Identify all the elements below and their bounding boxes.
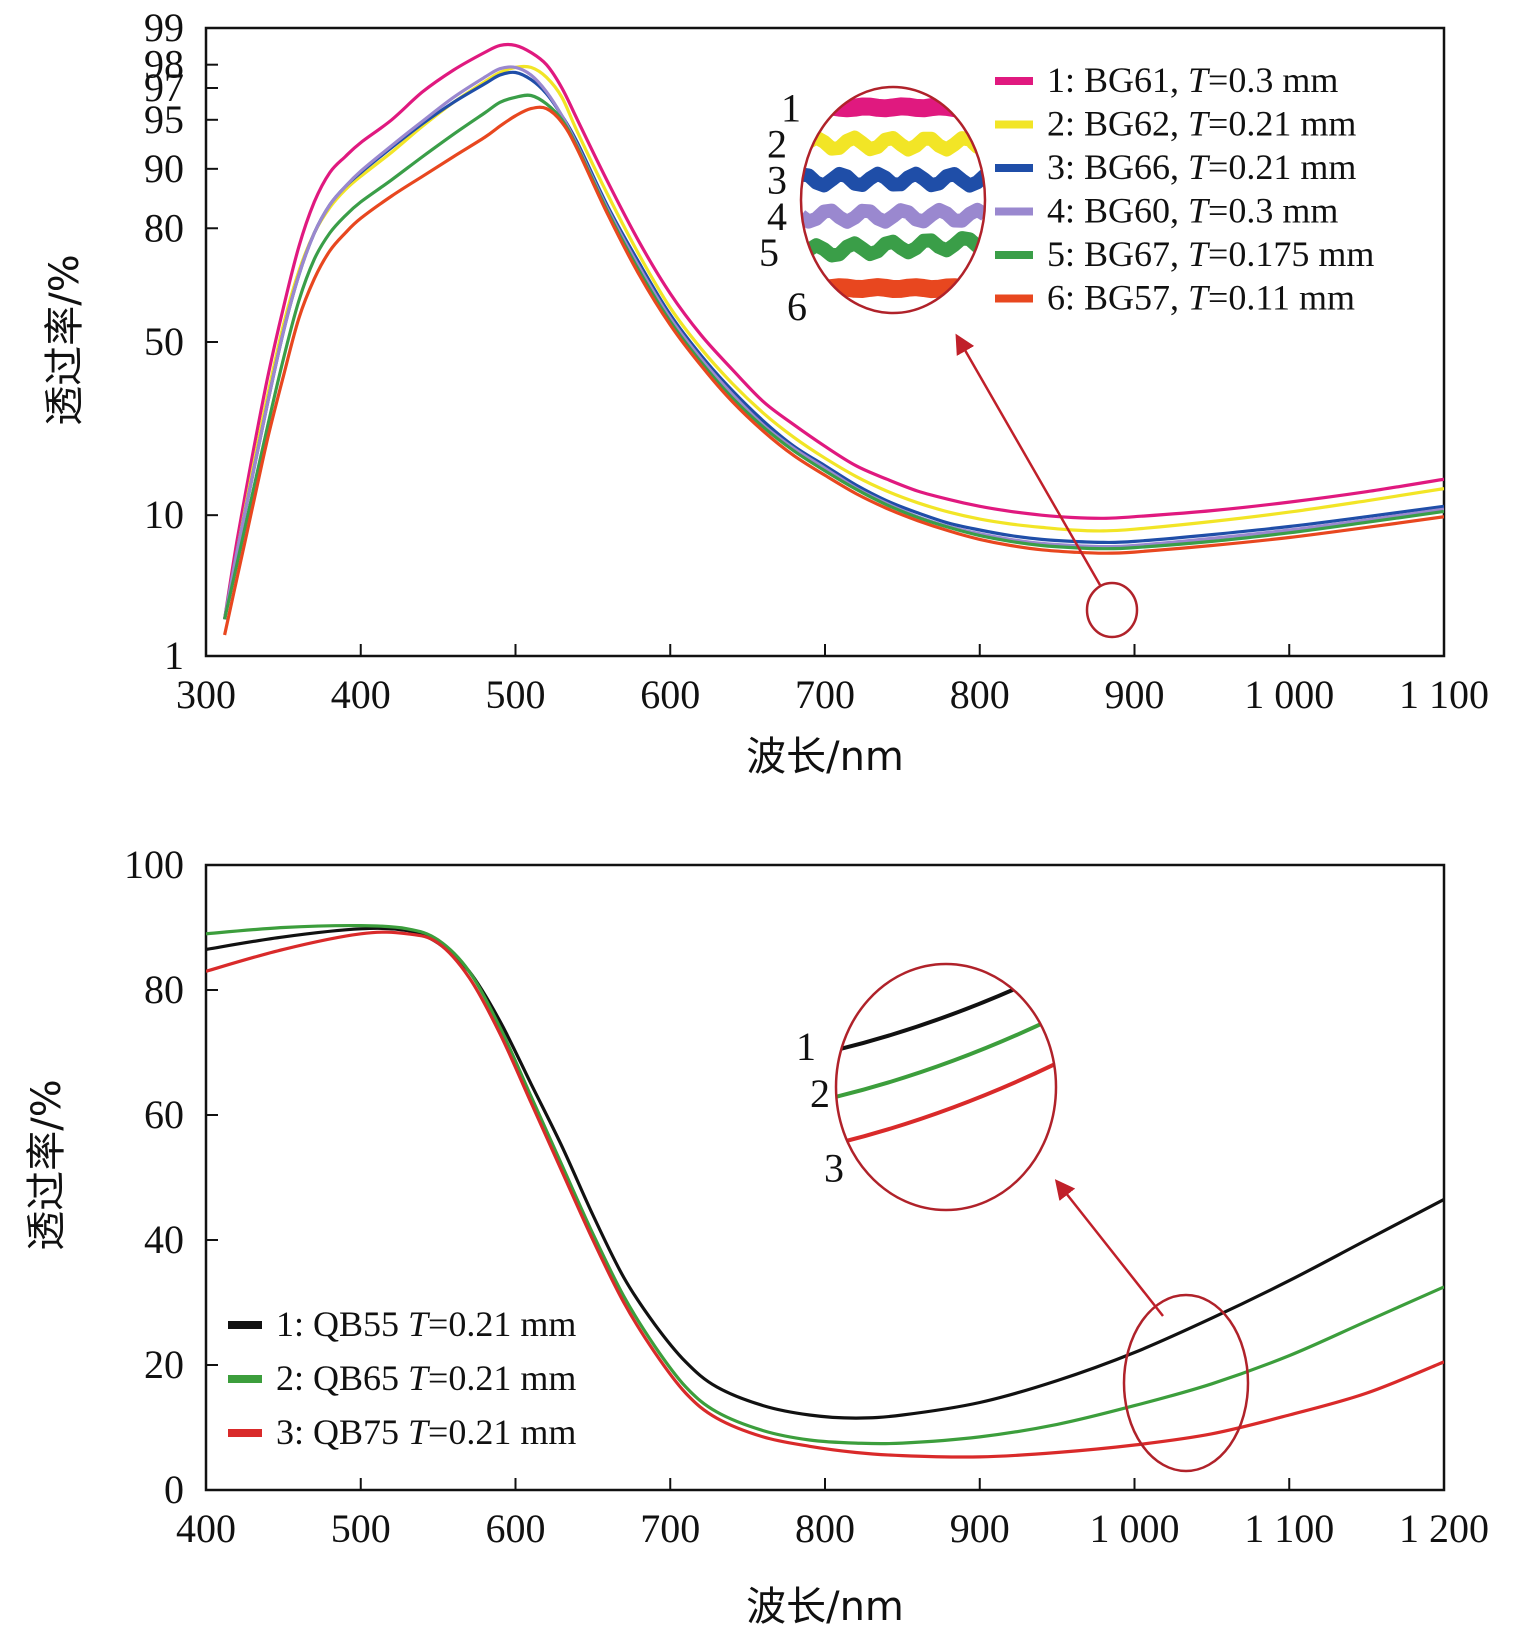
inset-label-5: 5 <box>759 230 779 275</box>
legend-label-5: 5: BG67, T=0.175 mm <box>1047 234 1374 274</box>
inset-label-4: 4 <box>767 194 787 239</box>
inset-band-4 <box>801 202 985 229</box>
y-tick-label: 1 <box>164 633 184 678</box>
chart-bottom-qb-transmittance: 400 500 600 700 800 900 1 000 1 100 1 200 0 20 40 60… <box>24 842 1489 1630</box>
x-tick-label: 700 <box>640 1506 700 1551</box>
y-tick-label: 50 <box>144 319 184 364</box>
inset-label-6: 6 <box>787 284 807 329</box>
inset-line-2 <box>836 1015 1056 1099</box>
zoom-arrow <box>955 333 1102 586</box>
series-line-3 <box>206 930 1444 1459</box>
inset-label-1: 1 <box>781 85 801 130</box>
y-tick-label: 10 <box>144 492 184 537</box>
x-tick-label: 400 <box>176 1506 236 1551</box>
x-axis-title: 波长/nm <box>746 734 904 780</box>
y-tick-label: 40 <box>144 1217 184 1262</box>
legend: 1: QB55 T=0.21 mm 2: QB65 T=0.21 mm 3: QB7… <box>228 1304 576 1452</box>
legend-label-3: 3: QB75 T=0.21 mm <box>276 1412 576 1452</box>
inset-band-6 <box>801 278 985 299</box>
x-tick-label: 700 <box>795 672 855 717</box>
x-tick-label: 900 <box>1105 672 1165 717</box>
x-tick-label: 300 <box>176 672 236 717</box>
inset-label-2: 2 <box>810 1071 830 1116</box>
inset-label-1: 1 <box>796 1024 816 1069</box>
y-axis-title: 透过率/% <box>24 1079 70 1250</box>
legend-label-1: 1: QB55 T=0.21 mm <box>276 1304 576 1344</box>
inset-circle <box>799 85 987 315</box>
inset-circle <box>834 962 1058 1212</box>
inset-band-5 <box>801 231 985 263</box>
y-tick-label: 95 <box>144 97 184 142</box>
x-tick-label: 900 <box>950 1506 1010 1551</box>
legend: 1: BG61, T=0.3 mm2: BG62, T=0.21 mm3: BG… <box>995 60 1374 318</box>
x-tick-label: 800 <box>950 672 1010 717</box>
x-tick-label: 800 <box>795 1506 855 1551</box>
y-tick-label: 98 <box>144 42 184 87</box>
inset-line-1 <box>836 968 1056 1053</box>
y-tick-label: 20 <box>144 1342 184 1387</box>
x-tick-label: 400 <box>331 672 391 717</box>
y-axis-title: 透过率/% <box>42 254 88 425</box>
x-tick-label: 1 000 <box>1244 672 1334 717</box>
x-tick-label: 1 200 <box>1399 1506 1489 1551</box>
inset-label-2: 2 <box>767 122 787 167</box>
x-tick-label: 600 <box>640 672 700 717</box>
y-tick-label: 0 <box>164 1467 184 1512</box>
inset-line-3 <box>836 1061 1056 1146</box>
x-tick-label: 600 <box>486 1506 546 1551</box>
legend-label-6: 6: BG57, T=0.11 mm <box>1047 278 1355 318</box>
y-tick-label: 60 <box>144 1092 184 1137</box>
legend-label-2: 2: BG62, T=0.21 mm <box>1047 104 1356 144</box>
y-tick-label: 80 <box>144 967 184 1012</box>
y-tick-label: 97 <box>144 65 184 110</box>
zoom-source-circle <box>1122 1293 1250 1473</box>
series-line-1 <box>223 42 1444 620</box>
x-tick-label: 1 100 <box>1399 672 1489 717</box>
inset-label-3: 3 <box>824 1146 844 1191</box>
y-tick-label: 100 <box>124 842 184 887</box>
series-line-6 <box>223 105 1444 636</box>
x-tick-label: 1 000 <box>1090 1506 1180 1551</box>
inset-band-2 <box>801 130 985 157</box>
series-lines <box>206 923 1444 1459</box>
x-tick-label: 500 <box>331 1506 391 1551</box>
legend-label-3: 3: BG66, T=0.21 mm <box>1047 147 1356 187</box>
x-tick-label: 1 100 <box>1244 1506 1334 1551</box>
x-tick-label: 500 <box>486 672 546 717</box>
series-lines <box>223 42 1444 636</box>
zoom-source-circle <box>1085 581 1139 639</box>
legend-label-1: 1: BG61, T=0.3 mm <box>1047 60 1338 100</box>
y-tick-label: 80 <box>144 205 184 250</box>
x-axis-title: 波长/nm <box>746 1584 904 1630</box>
inset-band-1 <box>801 97 985 118</box>
y-tick-label: 90 <box>144 146 184 191</box>
series-line-2 <box>206 923 1444 1446</box>
inset-label-3: 3 <box>767 158 787 203</box>
y-tick-label: 99 <box>144 5 184 50</box>
zoom-arrow <box>1054 1179 1164 1317</box>
legend-label-2: 2: QB65 T=0.21 mm <box>276 1358 576 1398</box>
chart-top-bg-transmittance: 300 400 500 600 700 800 900 1 000 1 100 1 10 50 80 90… <box>42 5 1489 780</box>
inset-band-3 <box>801 166 985 193</box>
legend-label-4: 4: BG60, T=0.3 mm <box>1047 191 1338 231</box>
magnified-inset: 12 3 <box>796 962 1058 1212</box>
